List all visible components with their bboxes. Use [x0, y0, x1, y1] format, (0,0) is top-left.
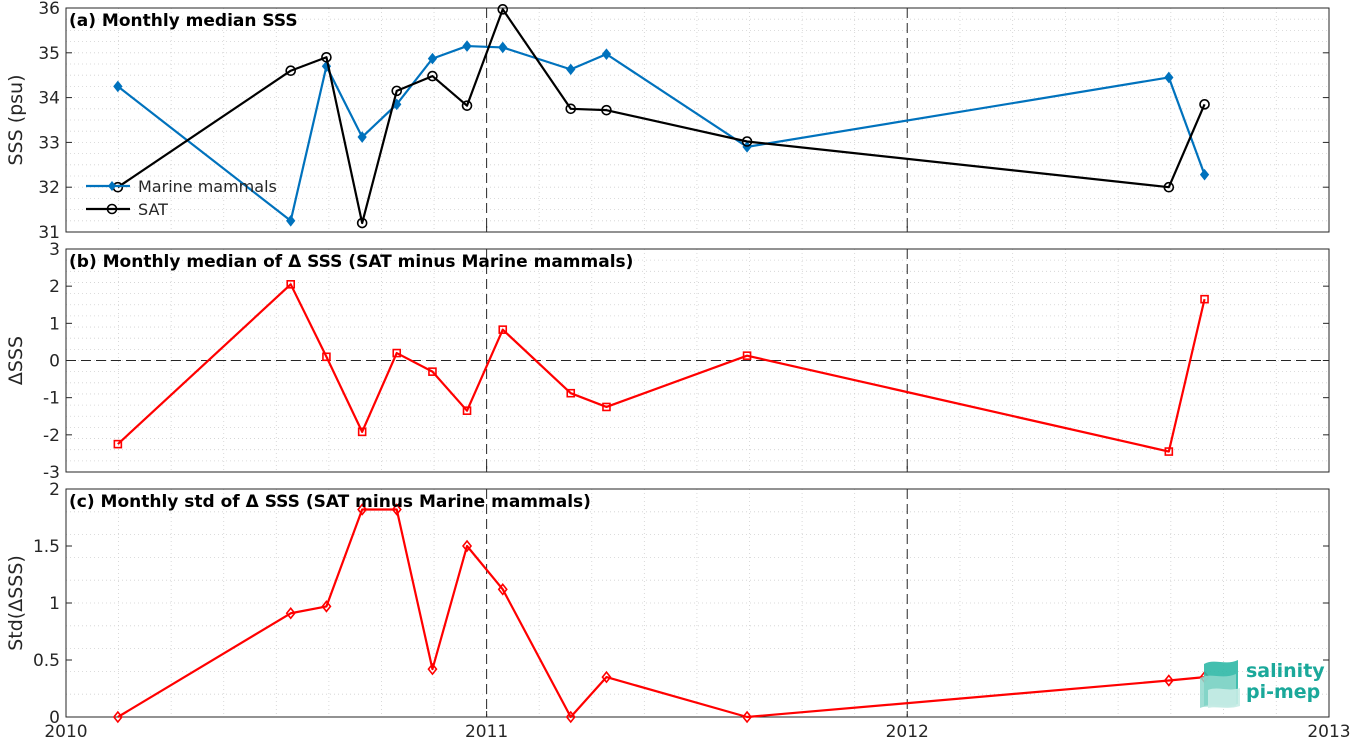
series-line — [117, 283, 1206, 453]
data-point — [497, 4, 509, 15]
data-point — [391, 85, 403, 97]
y-tick-label: 34 — [38, 89, 60, 109]
x-tick-label: 2012 — [886, 722, 929, 742]
data-point — [498, 41, 508, 54]
logo-line1: salinity — [1246, 660, 1325, 682]
data-point — [357, 427, 367, 437]
data-point — [566, 388, 576, 398]
data-point — [462, 406, 472, 415]
series-delta — [112, 503, 1210, 724]
y-tick-label: 36 — [38, 0, 60, 19]
y-tick-label: 31 — [38, 223, 60, 243]
y-tick-label: 3 — [49, 240, 60, 260]
x-tick-label: 2013 — [1307, 722, 1350, 742]
panel-title: (b) Monthly median of Δ SSS (SAT minus M… — [69, 252, 633, 272]
wave-logo-icon — [1200, 660, 1240, 708]
data-point — [113, 439, 123, 449]
data-point — [356, 217, 368, 229]
data-point — [427, 52, 438, 65]
y-tick-label: 0.5 — [33, 651, 60, 671]
data-point — [427, 662, 438, 676]
data-point — [285, 65, 297, 77]
legend-label: Marine mammals — [138, 177, 277, 196]
axes-frame — [65, 7, 1330, 233]
data-point — [1164, 447, 1174, 456]
data-point — [497, 583, 508, 596]
legend: Marine mammals SAT — [86, 177, 277, 219]
data-point — [286, 214, 296, 227]
y-tick-label: 1 — [49, 594, 60, 614]
data-point — [428, 367, 437, 376]
data-point — [461, 100, 473, 111]
data-point — [741, 136, 753, 147]
data-point — [462, 539, 473, 553]
data-point — [285, 606, 296, 620]
data-point — [321, 600, 332, 613]
data-point — [602, 402, 611, 412]
y-tick-label: 35 — [38, 44, 60, 64]
data-point — [357, 131, 367, 143]
data-point — [112, 710, 123, 724]
legend-entry: SAT — [86, 200, 168, 219]
data-point — [1163, 181, 1175, 193]
series-sat — [112, 4, 1210, 229]
panel-title: (c) Monthly std of Δ SSS (SAT minus Mari… — [69, 492, 591, 512]
legend-entry: Marine mammals — [86, 177, 277, 196]
data-point — [1200, 294, 1209, 304]
y-tick-label: 0 — [49, 352, 60, 372]
data-point — [601, 104, 612, 116]
y-axis-label: Std(ΔSSS) — [5, 555, 27, 651]
grid — [66, 249, 1329, 472]
y-tick-label: 33 — [38, 133, 60, 153]
y-tick-label: -3 — [43, 463, 60, 483]
data-point — [1199, 168, 1210, 181]
grid — [66, 489, 1329, 717]
series-line — [117, 508, 1205, 719]
panel-a-monthly-median-sss: 31 32 33 34 35 36 SSS (psu) (a) Monthly median … — [5, 0, 1330, 243]
panel-b-delta-sss: -3 -2 -1 0 1 2 3 ΔSSS (b) Monthly median of Δ SS… — [5, 240, 1330, 483]
data-point — [565, 710, 576, 724]
data-point — [742, 710, 753, 724]
x-tick-label: 2010 — [44, 722, 87, 742]
y-tick-label: 32 — [38, 178, 60, 198]
legend-marker — [108, 181, 116, 191]
x-tick-label: 2011 — [465, 722, 508, 742]
data-point — [113, 80, 123, 93]
panel-c-std-delta-sss: 0 0.5 1 1.5 2 Std(ΔSSS) 2010 2011 2012 2013 (c) Mo… — [5, 480, 1351, 742]
data-point — [1164, 71, 1174, 84]
data-point — [742, 351, 752, 360]
data-point — [286, 280, 296, 289]
series-delta — [113, 280, 1209, 456]
panel-title: (a) Monthly median SSS — [69, 11, 298, 31]
y-tick-label: 1.5 — [33, 537, 60, 557]
data-point — [601, 670, 612, 684]
data-point — [565, 103, 577, 115]
y-tick-label: 2 — [49, 480, 60, 500]
logo-line2: pi-mep — [1246, 681, 1320, 703]
data-point — [498, 325, 508, 334]
data-point — [321, 51, 332, 63]
y-axis-label: SSS (psu) — [5, 74, 27, 165]
y-tick-label: 0 — [49, 708, 60, 728]
legend-marker — [106, 203, 118, 215]
data-point — [1199, 99, 1210, 110]
y-axis-label: ΔSSS — [5, 336, 27, 385]
data-point — [427, 70, 438, 82]
data-point — [601, 48, 612, 60]
series-line — [117, 8, 1206, 225]
data-point — [566, 63, 576, 76]
y-tick-label: 2 — [49, 277, 60, 297]
data-point — [392, 348, 402, 358]
salinity-pi-mep-logo: salinity pi-mep — [1200, 660, 1325, 708]
y-tick-label: 1 — [49, 314, 60, 334]
y-tick-label: -1 — [43, 389, 60, 409]
data-point — [1163, 674, 1174, 687]
data-point — [462, 40, 472, 52]
y-tick-label: -2 — [43, 426, 60, 446]
data-point — [322, 352, 331, 362]
legend-label: SAT — [138, 200, 168, 219]
data-point — [391, 503, 402, 516]
data-point — [357, 503, 368, 516]
